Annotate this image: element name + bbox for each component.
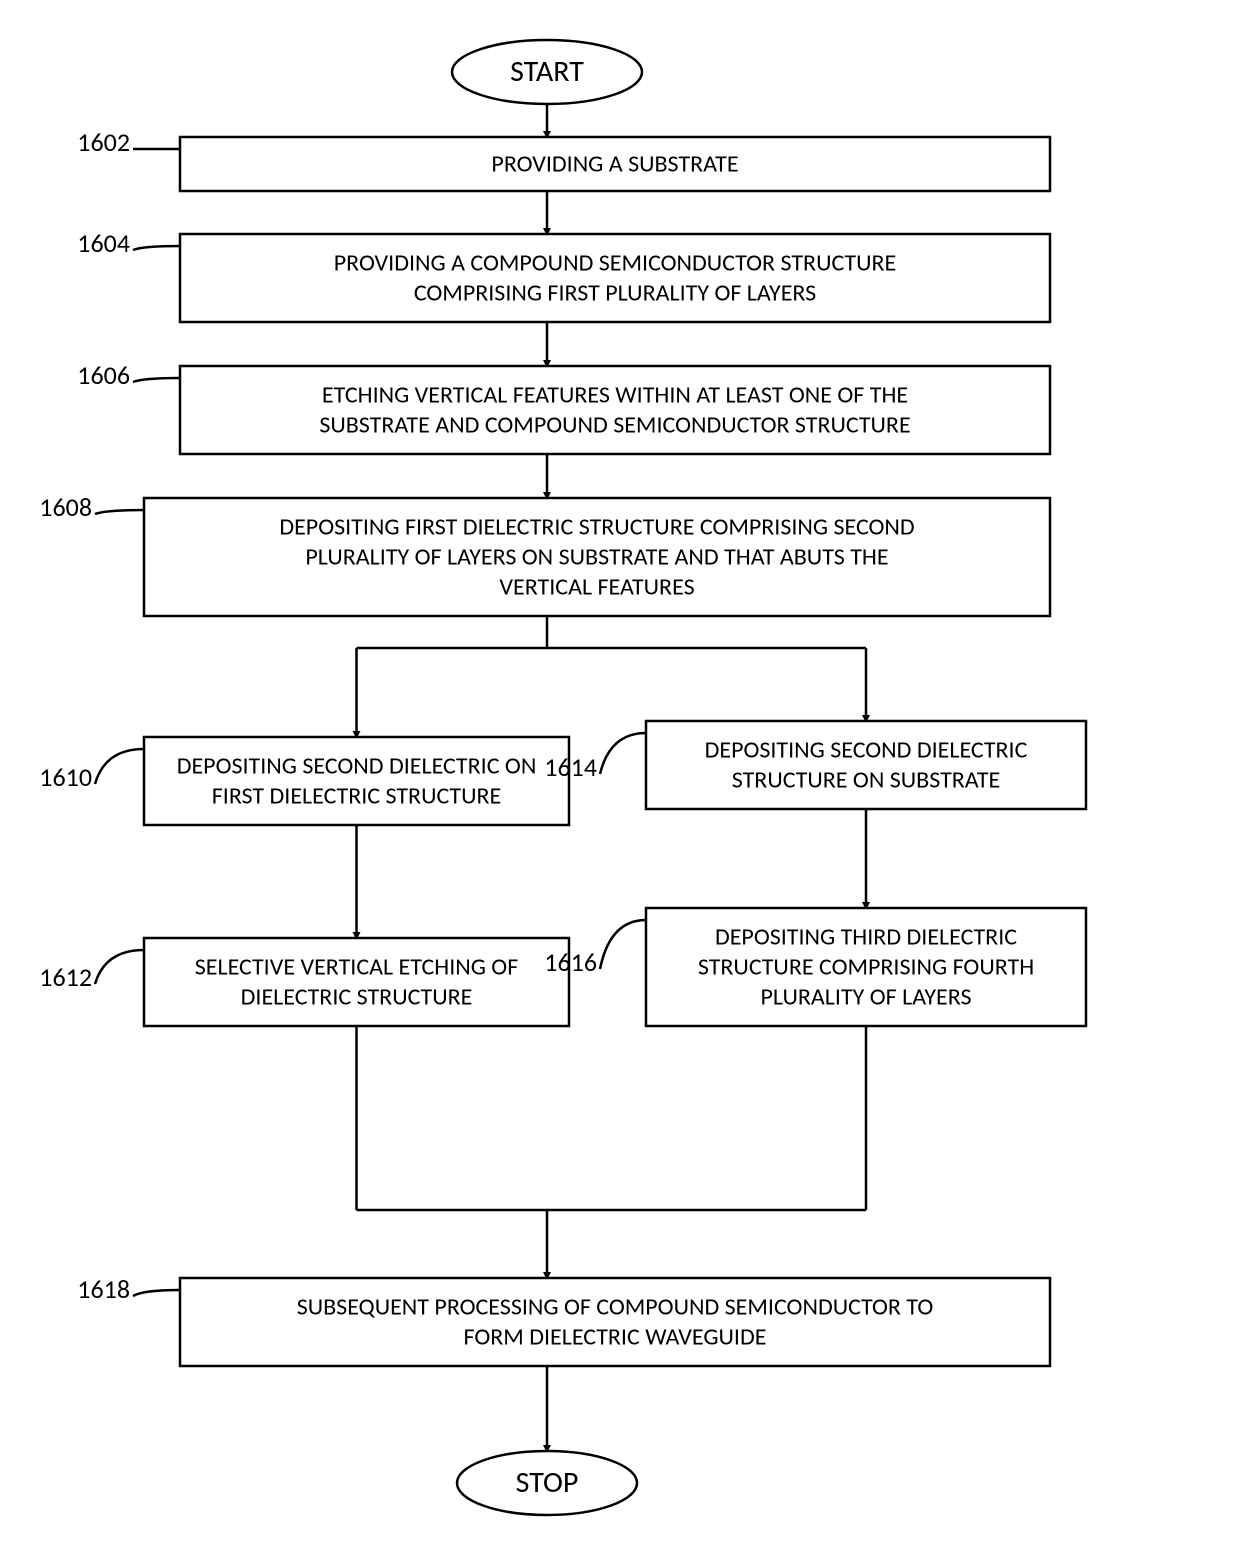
- ref-label-1608: 1608: [39, 491, 92, 523]
- step-1604-line-0: PROVIDING A COMPOUND SEMICONDUCTOR STRUC…: [334, 249, 896, 278]
- step-1606-line-1: SUBSTRATE AND COMPOUND SEMICONDUCTOR STR…: [319, 411, 910, 440]
- step-1618-line-0: SUBSEQUENT PROCESSING OF COMPOUND SEMICO…: [297, 1293, 934, 1322]
- step-1616-line-0: DEPOSITING THIRD DIELECTRIC: [715, 923, 1017, 952]
- ref-label-1612: 1612: [39, 961, 92, 993]
- ref-callout-1614: [600, 733, 646, 774]
- ref-label-1606: 1606: [77, 359, 130, 391]
- step-1610-line-1: FIRST DIELECTRIC STRUCTURE: [212, 782, 502, 811]
- step-1618-line-1: FORM DIELECTRIC WAVEGUIDE: [464, 1323, 767, 1352]
- step-1604-line-1: COMPRISING FIRST PLURALITY OF LAYERS: [414, 279, 816, 308]
- step-1610-line-0: DEPOSITING SECOND DIELECTRIC ON: [177, 752, 537, 781]
- step-1614-line-1: STRUCTURE ON SUBSTRATE: [732, 766, 1000, 795]
- ref-callout-1618: [133, 1290, 180, 1296]
- flowchart-nodes: START STOP PROVIDING A SUBSTRATE PROVIDING …: [144, 40, 1086, 1515]
- step-1614-line-0: DEPOSITING SECOND DIELECTRIC: [705, 736, 1028, 765]
- ref-label-1616: 1616: [544, 946, 597, 978]
- ref-callout-1610: [95, 749, 144, 784]
- ref-callout-1608: [95, 510, 144, 514]
- step-1612-line-0: SELECTIVE VERTICAL ETCHING OF: [195, 953, 518, 982]
- stop-terminal-label: STOP: [516, 1464, 579, 1501]
- flowchart-diagram: START STOP PROVIDING A SUBSTRATE PROVIDING …: [0, 0, 1240, 1560]
- step-1602-line-0: PROVIDING A SUBSTRATE: [491, 150, 738, 179]
- step-1608-line-0: DEPOSITING FIRST DIELECTRIC STRUCTURE CO…: [279, 513, 914, 542]
- ref-callout-1606: [133, 378, 180, 382]
- ref-label-1602: 1602: [77, 126, 130, 158]
- step-1608-line-1: PLURALITY OF LAYERS ON SUBSTRATE AND THA…: [305, 543, 888, 572]
- step-1612-line-1: DIELECTRIC STRUCTURE: [241, 983, 473, 1012]
- ref-label-1614: 1614: [544, 751, 597, 783]
- ref-callout-1612: [95, 950, 144, 984]
- start-terminal-label: START: [510, 53, 584, 90]
- ref-label-1610: 1610: [39, 761, 92, 793]
- step-1616-line-2: PLURALITY OF LAYERS: [761, 983, 972, 1012]
- ref-label-1604: 1604: [77, 227, 130, 259]
- step-1606-line-0: ETCHING VERTICAL FEATURES WITHIN AT LEAS…: [322, 381, 908, 410]
- step-1616-line-1: STRUCTURE COMPRISING FOURTH: [698, 953, 1034, 982]
- ref-callout-1604: [133, 246, 180, 250]
- step-1608-line-2: VERTICAL FEATURES: [499, 573, 694, 602]
- ref-label-1618: 1618: [77, 1273, 130, 1305]
- ref-callout-1616: [600, 920, 646, 969]
